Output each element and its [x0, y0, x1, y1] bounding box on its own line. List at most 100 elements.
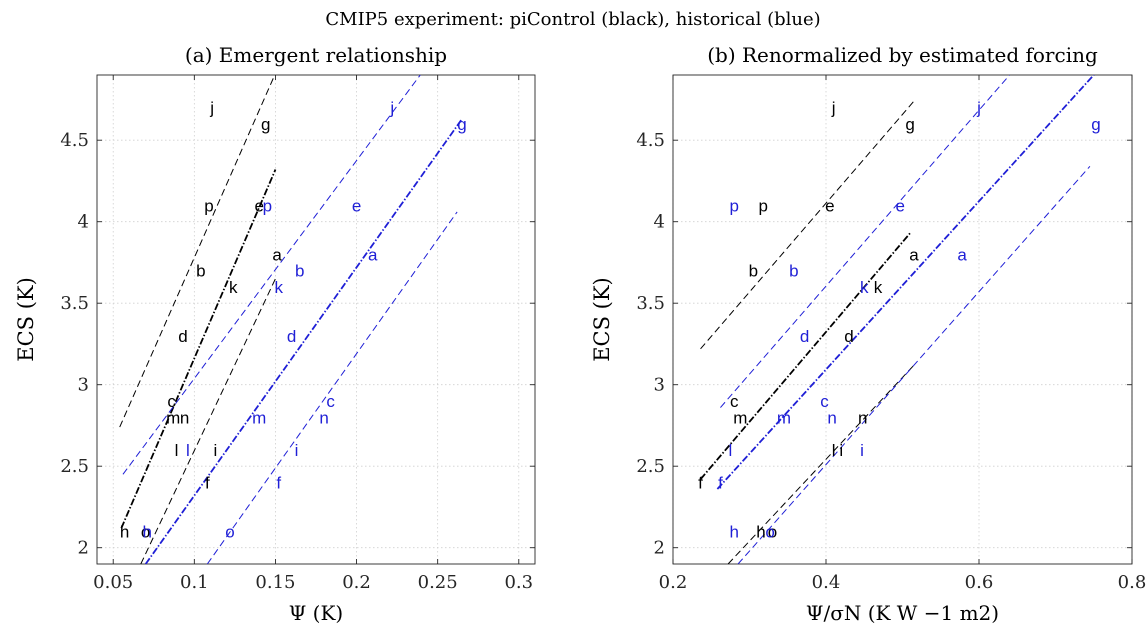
- panel-b-x-tick-label: 0.8: [1118, 572, 1146, 593]
- panel-a-x-label: Ψ (K): [289, 601, 343, 625]
- panel-a-picontrol-bound-line: [119, 75, 276, 428]
- panel-a-picontrol-point-a: a: [272, 245, 282, 264]
- panel-a-y-tick-label: 2.5: [60, 456, 89, 477]
- panel-a-historical-point-b: b: [295, 262, 304, 281]
- panel-b-picontrol-bound-line: [700, 100, 915, 350]
- panel-b-y-tick-label: 4.5: [636, 130, 665, 151]
- panel-b-picontrol-point-g: g: [905, 115, 914, 134]
- panel-a-picontrol-point-c: c: [167, 392, 176, 411]
- panel-a-picontrol-point-o: o: [141, 522, 150, 541]
- panel-a-y-tick-label: 4.5: [60, 130, 89, 151]
- panel-b-y-tick-label: 3.5: [636, 293, 665, 314]
- panel-a-historical-point-o: o: [225, 522, 234, 541]
- panel-a-x-tick-label: 0.1: [180, 572, 209, 593]
- panel-b-chart: 0.2 0.4 0.6 0.8 2 2.5 3 3.5 4 4.5 (b) Renormalized…: [590, 43, 1146, 625]
- panel-a-historical-point-m: m: [252, 408, 266, 427]
- panel-b-y-tick-label: 2: [654, 538, 665, 559]
- panel-b-picontrol-point-b: b: [749, 262, 758, 281]
- figure-title: CMIP5 experiment: piControl (black), his…: [325, 9, 820, 30]
- panel-a-historical-point-g: g: [457, 115, 466, 134]
- panel-a-y-tick-label: 4: [78, 212, 89, 233]
- panel-a-historical-point-p: p: [263, 196, 272, 215]
- panel-a-historical-point-c: c: [326, 392, 335, 411]
- panel-b-picontrol-point-p: p: [759, 196, 768, 215]
- panel-a-x-tick-label: 0.05: [93, 572, 133, 593]
- panel-b-lines: [699, 75, 1095, 564]
- panel-a-chart: 0.05 0.1 0.15 0.2 0.25 0.3 2 2.5 3 3.5 4 4.5 (a) Eme…: [14, 43, 536, 625]
- panel-a-x-tick-label: 0.15: [255, 572, 295, 593]
- panel-a-historical-point-e: e: [352, 196, 361, 215]
- panel-b-x-tick-label: 0.6: [965, 572, 994, 593]
- panel-b-title: (b) Renormalized by estimated forcing: [707, 43, 1098, 67]
- panel-a-historical-point-n: n: [319, 408, 328, 427]
- panel-a-y-tick-label: 3: [78, 375, 89, 396]
- panel-a-picontrol-point-l: l: [175, 441, 179, 460]
- panel-a-title: (a) Emergent relationship: [185, 43, 447, 67]
- panel-b-y-tick-label: 4: [654, 212, 665, 233]
- panel-a-historical-point-h: h: [143, 522, 152, 541]
- panel-a-historical-bound-line: [122, 75, 421, 475]
- panel-b-picontrol-point-i: i: [839, 441, 843, 460]
- panel-a-picontrol-point-d: d: [178, 327, 187, 346]
- panel-b-historical-point-d: d: [800, 327, 809, 346]
- panel-a-picontrol-point-h: h: [120, 522, 129, 541]
- panel-b-x-tick-label: 0.4: [812, 572, 841, 593]
- panel-b-picontrol-point-j: j: [831, 99, 836, 118]
- panel-b-historical-point-a: a: [957, 245, 967, 264]
- panel-a-historical-point-i: i: [295, 441, 299, 460]
- panel-b-historical-point-m: m: [777, 408, 791, 427]
- panel-b-historical-point-j: j: [976, 99, 981, 118]
- panel-b-historical-point-n: n: [827, 408, 836, 427]
- panel-b-historical-point-i: i: [860, 441, 864, 460]
- panel-a-x-tick-label: 0.25: [418, 572, 458, 593]
- panel-b-picontrol-point-h: h: [756, 522, 765, 541]
- panel-b-historical-fit-line: [716, 75, 1095, 490]
- panel-a-picontrol-fit-line: [120, 169, 277, 529]
- panel-a-picontrol-point-m: m: [166, 408, 180, 427]
- panel-a-picontrol-point-g: g: [261, 115, 270, 134]
- panel-b-x-tick-label: 0.2: [659, 572, 688, 593]
- panel-b-picontrol-point-d: d: [844, 327, 853, 346]
- panel-b-y-tick-label: 2.5: [636, 456, 665, 477]
- panel-b-y-tick-label: 3: [654, 375, 665, 396]
- panel-b-x-label: Ψ/σN (K W −1 m2): [806, 601, 999, 625]
- panel-b-historical-bound-line: [737, 165, 1091, 564]
- panel-a-historical-bound-line: [206, 211, 458, 564]
- panel-a-picontrol-point-k: k: [229, 278, 238, 297]
- panel-a-picontrol-point-p: p: [204, 196, 213, 215]
- panel-b-historical-point-g: g: [1091, 115, 1100, 134]
- panel-b-historical-point-e: e: [895, 196, 904, 215]
- panel-a-picontrol-point-e: e: [254, 196, 263, 215]
- panel-a-grid: [97, 75, 535, 564]
- panel-b-picontrol-fit-line: [699, 232, 911, 480]
- panel-b-picontrol-point-e: e: [825, 196, 834, 215]
- panel-a-x-tick-label: 0.2: [342, 572, 371, 593]
- panel-a-picontrol-point-f: f: [205, 474, 210, 493]
- panel-a-historical-point-l: l: [186, 441, 190, 460]
- panel-a-historical-point-f: f: [276, 474, 281, 493]
- panel-b-picontrol-point-n: n: [858, 408, 867, 427]
- panel-b-historical-point-p: p: [729, 196, 738, 215]
- panel-b-picontrol-point-o: o: [768, 522, 777, 541]
- panel-a-historical-point-j: j: [389, 99, 394, 118]
- panel-b-picontrol-bound-line: [727, 364, 915, 564]
- panel-b-picontrol-point-m: m: [733, 408, 747, 427]
- panel-a-picontrol-point-i: i: [214, 441, 218, 460]
- panel-b-axes-box: [672, 74, 1133, 565]
- panel-b-picontrol-point-k: k: [874, 278, 883, 297]
- panel-b-historical-bound-line: [720, 75, 1010, 408]
- panel-b-historical-point-f: f: [718, 474, 723, 493]
- panel-a-lines: [119, 75, 463, 564]
- panel-a-historical-fit-line: [144, 118, 463, 564]
- panel-b-historical-point-c: c: [820, 392, 829, 411]
- panel-a-y-tick-label: 3.5: [60, 293, 89, 314]
- panel-a-picontrol-bound-line: [140, 278, 276, 564]
- panel-a-picontrol-point-j: j: [209, 99, 214, 118]
- panel-a-historical-point-a: a: [368, 245, 378, 264]
- panel-a-picontrol-point-b: b: [196, 262, 205, 281]
- panel-b-historical-point-l: l: [728, 441, 732, 460]
- panel-b-picontrol-point-a: a: [909, 245, 919, 264]
- panel-a-historical-point-k: k: [274, 278, 283, 297]
